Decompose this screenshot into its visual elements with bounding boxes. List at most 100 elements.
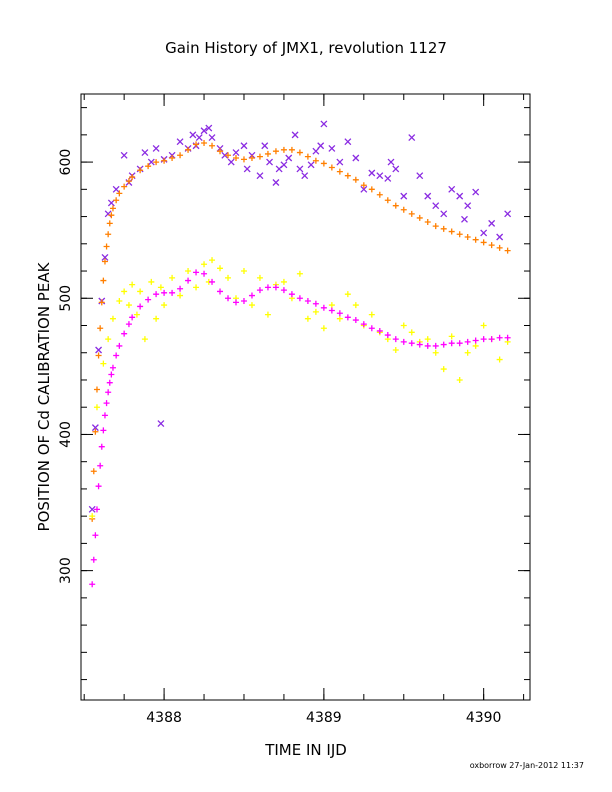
data-point — [193, 284, 200, 291]
data-point — [92, 532, 99, 539]
data-point — [120, 151, 128, 159]
data-point — [201, 140, 208, 147]
data-point — [368, 186, 375, 193]
data-point — [320, 120, 328, 128]
data-point — [240, 297, 247, 304]
data-point — [248, 292, 255, 299]
data-point — [248, 155, 255, 162]
data-point — [161, 289, 168, 296]
data-point — [169, 155, 176, 162]
data-point — [116, 297, 123, 304]
data-point — [440, 341, 447, 348]
data-point — [320, 304, 327, 311]
data-point — [448, 340, 455, 347]
data-point — [504, 247, 511, 254]
data-point — [256, 274, 263, 281]
data-point — [95, 352, 102, 359]
data-point — [225, 295, 232, 302]
data-point — [488, 336, 495, 343]
data-point — [480, 336, 487, 343]
data-point — [209, 257, 216, 264]
data-point — [488, 242, 495, 249]
data-point — [129, 174, 136, 181]
data-point — [496, 356, 503, 363]
data-point — [177, 285, 184, 292]
data-point — [145, 163, 152, 170]
data-point — [264, 311, 271, 318]
data-series — [88, 120, 512, 588]
data-point — [153, 291, 160, 298]
data-point — [448, 228, 455, 235]
data-point — [317, 142, 325, 150]
data-point — [408, 134, 416, 142]
data-point — [112, 185, 120, 193]
data-point — [232, 299, 239, 306]
data-point — [232, 155, 239, 162]
data-point — [116, 190, 123, 197]
data-point — [95, 483, 102, 490]
data-point — [169, 289, 176, 296]
data-point — [384, 174, 392, 182]
data-point — [141, 336, 148, 343]
data-point — [104, 210, 112, 218]
data-point — [240, 156, 247, 163]
data-point — [320, 325, 327, 332]
data-point — [400, 192, 408, 200]
data-point — [91, 424, 99, 432]
data-point — [264, 284, 271, 291]
data-point — [109, 364, 116, 371]
data-point — [272, 179, 280, 186]
data-point — [285, 154, 293, 162]
data-point — [312, 147, 320, 155]
data-point — [496, 233, 504, 241]
data-point — [261, 142, 269, 150]
data-point — [217, 265, 224, 272]
data-point — [424, 219, 431, 226]
data-point — [103, 400, 110, 407]
data-point — [432, 349, 439, 356]
data-point — [185, 277, 192, 284]
data-point — [312, 308, 319, 315]
data-point — [208, 134, 216, 142]
data-point — [384, 197, 391, 204]
data-point — [301, 172, 309, 180]
data-point — [129, 281, 136, 288]
data-point — [89, 513, 96, 520]
data-point — [209, 142, 216, 149]
data-point — [280, 161, 288, 169]
data-point — [272, 284, 279, 291]
data-point — [113, 197, 120, 204]
data-point — [107, 199, 115, 207]
data-point — [336, 158, 344, 166]
data-point — [456, 340, 463, 347]
chart-title: Gain History of JMX1, revolution 1127 — [165, 39, 447, 57]
y-axis-title: POSITION OF Cd CALIBRATION PEAK — [35, 261, 53, 531]
data-point — [368, 311, 375, 318]
data-point — [504, 334, 511, 341]
data-point — [195, 134, 203, 142]
data-point — [103, 243, 110, 250]
data-point — [101, 412, 108, 419]
data-point — [169, 274, 176, 281]
data-point — [88, 505, 96, 513]
data-point — [504, 210, 512, 218]
y-tick-label: 300 — [58, 557, 74, 584]
data-point — [400, 206, 407, 213]
data-point — [161, 157, 168, 164]
data-point — [90, 468, 97, 475]
data-point — [217, 148, 224, 155]
data-point — [461, 215, 468, 223]
data-point — [205, 124, 213, 132]
x-tick-label: 4389 — [306, 710, 342, 726]
data-point — [185, 268, 192, 275]
plot-frame — [80, 93, 531, 701]
data-point — [137, 288, 144, 295]
data-point — [424, 192, 432, 200]
data-point — [153, 315, 160, 322]
data-point — [296, 149, 303, 156]
data-point — [448, 333, 455, 340]
data-point — [232, 149, 240, 157]
data-point — [376, 172, 384, 180]
data-point — [472, 236, 479, 243]
